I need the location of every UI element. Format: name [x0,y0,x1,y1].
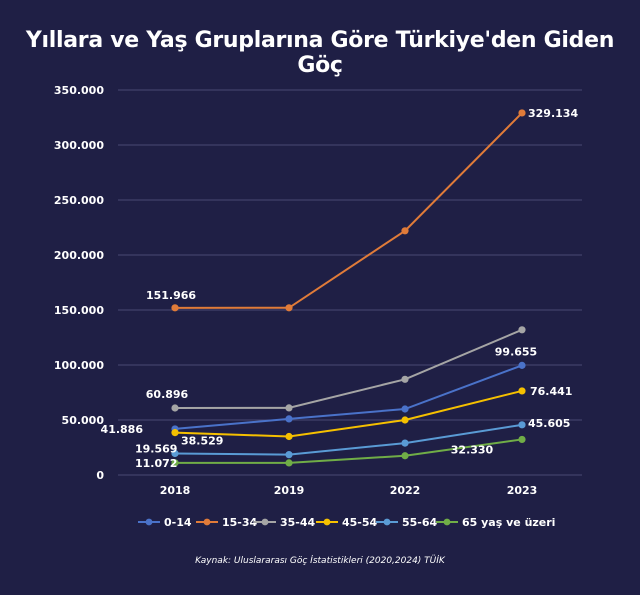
data-label: 32.330 [451,443,494,456]
data-point [285,459,293,467]
data-point [518,361,526,369]
y-tick-label: 100.000 [54,359,104,372]
series-line [174,328,523,410]
data-label: 11.072 [135,457,177,470]
chart-title: Yıllara ve Yaş Gruplarına Göre Türkiye'd… [25,28,615,78]
x-tick-label: 2018 [160,484,191,497]
data-labels: 41.886 99.655 151.966 329.134 60.896 38.529 76… [101,107,579,470]
y-tick-label: 50.000 [62,414,105,427]
data-point [285,304,293,312]
gridlines [118,89,582,476]
y-tick-label: 250.000 [54,194,104,207]
legend-label: 45-54 [342,516,378,529]
legend-marker [383,518,391,526]
data-label: 41.886 [101,423,144,436]
legend-label: 35-44 [280,516,316,529]
legend-marker [203,518,211,526]
data-label: 38.529 [181,435,223,448]
series-lines [174,112,523,464]
data-point [518,435,526,444]
legend-marker [261,518,269,526]
x-tick-label: 2022 [390,484,421,497]
data-point [171,449,179,458]
series-line [174,112,523,309]
data-point [285,451,293,459]
legend-marker [443,518,451,526]
data-point [171,429,179,437]
data-point [285,432,293,441]
data-point [401,375,409,383]
legend-marker [145,518,153,526]
data-point [401,416,409,424]
data-label: 45.605 [528,417,570,430]
y-tick-label: 300.000 [54,139,104,152]
data-point [518,109,526,117]
y-tick-label: 150.000 [54,304,104,317]
data-point [285,404,293,412]
y-tick-label: 350.000 [54,84,104,97]
y-tick-label: 0 [96,469,104,482]
data-label: 151.966 [146,289,196,302]
data-label: 60.896 [146,388,189,401]
y-axis-ticks: 0 50.000 100.000 150.000 200.000 250.000 300.0… [54,84,104,482]
data-point [401,227,409,235]
x-axis-ticks: 2018 2019 2022 2023 [160,484,538,497]
series-line [174,389,523,438]
y-tick-label: 200.000 [54,249,104,262]
x-tick-label: 2023 [507,484,538,497]
legend-label: 55-64 [402,516,438,529]
data-point [171,459,179,467]
legend-marker [323,518,331,526]
series-line [174,438,523,464]
legend-label: 0-14 [164,516,192,529]
data-label: 329.134 [528,107,578,120]
data-point [401,439,409,447]
data-point [171,304,179,312]
legend: 0-14 15-34 35-44 45-54 55-64 65 yaş ve üzeri [138,516,555,529]
series-points [171,109,526,467]
data-point [401,405,409,413]
data-point [518,326,526,334]
x-tick-label: 2019 [274,484,305,497]
data-point [518,421,526,429]
data-point [285,415,293,423]
series-line [174,423,523,456]
legend-label: 15-34 [222,516,258,529]
legend-label: 65 yaş ve üzeri [462,516,555,529]
series-line [174,364,523,430]
data-label: 19.569 [135,442,177,455]
data-label: 99.655 [495,345,537,358]
data-point [171,404,179,412]
data-label: 76.441 [530,385,572,398]
source-note: Kaynak: Uluslararası Göç İstatistikleri … [195,556,445,566]
data-point [518,387,526,395]
data-point [401,452,409,460]
